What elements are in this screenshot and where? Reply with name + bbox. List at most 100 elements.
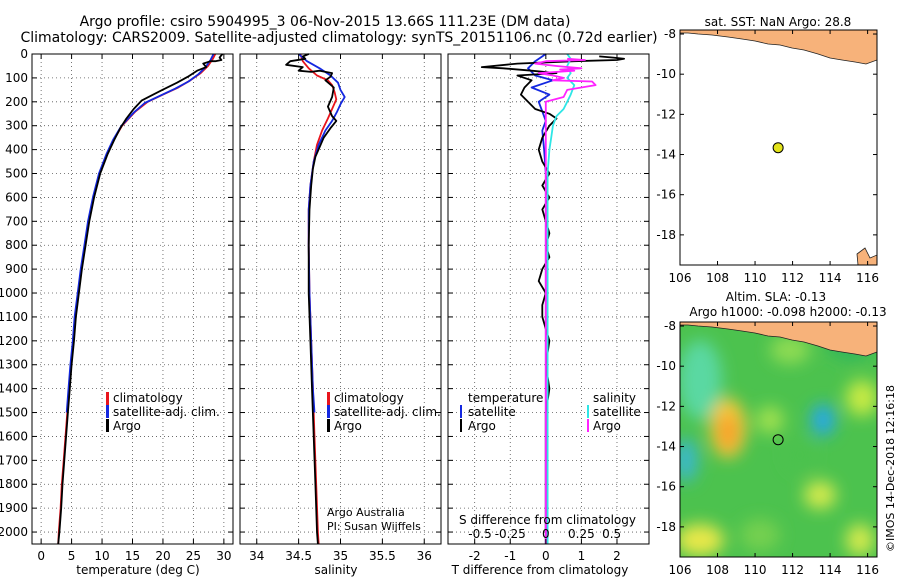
x-tick-label: 25 — [186, 549, 201, 563]
depth-tick-label: 1900 — [0, 501, 28, 515]
legend-label-satellite: satellite-adj. clim. — [334, 405, 441, 419]
legend-label-t-satellite: satellite — [468, 405, 516, 419]
legend-swatch-argo — [327, 419, 330, 432]
depth-tick-label: 1700 — [0, 453, 28, 467]
series-line-argo — [285, 53, 338, 545]
legend-heading-temperature: temperature — [468, 391, 543, 405]
x-tick-label: 30 — [216, 549, 231, 563]
s-difference-tick-label: 0.5 — [602, 527, 621, 541]
s-difference-title: S difference from climatology — [459, 513, 636, 527]
header-title-line1: Argo profile: csiro 5904995_3 06-Nov-201… — [80, 14, 571, 30]
sla-map-land — [680, 322, 877, 357]
x-tick-label: 34.5 — [285, 549, 312, 563]
x-tick-label: 36 — [417, 549, 432, 563]
sst-map-points — [772, 142, 784, 154]
depth-tick-label: 500 — [5, 167, 28, 181]
map-y-tick-label: -8 — [664, 27, 676, 41]
legend-swatch-climatology — [327, 392, 330, 405]
sla-map-frame — [679, 321, 878, 558]
legend-label-argo: Argo — [334, 419, 362, 433]
depth-tick-label: 1600 — [0, 429, 28, 443]
depth-tick-label: 200 — [5, 95, 28, 109]
map-x-tick-label: 112 — [781, 271, 804, 285]
x-tick-label: -2 — [469, 549, 481, 563]
legend-swatch-argo — [106, 419, 109, 432]
series-line-s-argo — [534, 57, 597, 544]
sla-map-ticks: 106 108 110 112 114 116 -8 -10 -12 -14 -16 -18 — [656, 319, 879, 577]
map-y-tick-label: -18 — [656, 520, 676, 534]
depth-tick-label: 1500 — [0, 406, 28, 420]
temperature-panel: 0 5 10 15 20 25 300100200300400500600700800900… — [0, 47, 234, 563]
legend-label-s-argo: Argo — [593, 419, 621, 433]
legend-label-satellite: satellite-adj. clim. — [113, 405, 220, 419]
map-x-tick-label: 112 — [781, 563, 804, 577]
x-tick-label: 35.5 — [369, 549, 396, 563]
legend-swatch-s-argo — [587, 419, 589, 432]
s-difference-tick-label: 0 — [542, 527, 550, 541]
sst-map-title: sat. SST: NaN Argo: 28.8 — [705, 15, 852, 29]
argo-location-marker — [772, 142, 784, 154]
sst-map-land-south — [856, 247, 877, 265]
temperature-legend: climatology satellite-adj. clim. Argo — [106, 391, 220, 433]
legend-swatch-satellite — [327, 405, 330, 418]
depth-tick-label: 1000 — [0, 286, 28, 300]
legend-label-argo: Argo — [113, 419, 141, 433]
watermark: ©IMOS 14-Dec-2018 12:16:18 — [884, 385, 897, 552]
depth-tick-label: 2000 — [0, 525, 28, 539]
map-y-tick-label: -8 — [664, 319, 676, 333]
depth-tick-label: 1100 — [0, 310, 28, 324]
depth-tick-label: 0 — [20, 47, 28, 61]
depth-tick-label: 1300 — [0, 358, 28, 372]
depth-tick-label: 600 — [5, 190, 28, 204]
sla-map-field — [680, 322, 877, 557]
legend-swatch-climatology — [106, 392, 109, 405]
map-x-tick-label: 116 — [856, 563, 879, 577]
x-tick-label: 0 — [37, 549, 45, 563]
series-line-argo — [57, 53, 224, 545]
difference-legend-salinity: salinity satellite Argo — [587, 391, 641, 433]
legend-heading-salinity: salinity — [593, 391, 636, 405]
map-y-tick-label: -16 — [656, 188, 676, 202]
header-title-line2: Climatology: CARS2009. Satellite-adjuste… — [20, 30, 657, 46]
credit-line2: PI: Susan Wijffels — [327, 520, 421, 533]
depth-tick-label: 900 — [5, 262, 28, 276]
sla-map-points — [772, 434, 784, 446]
map-y-tick-label: -18 — [656, 228, 676, 242]
difference-legend-temperature: temperature satellite Argo — [460, 391, 543, 433]
map-y-tick-label: -10 — [656, 67, 676, 81]
legend-label-s-satellite: satellite — [593, 405, 641, 419]
x-tick-label: 5 — [68, 549, 76, 563]
legend-swatch-s-satellite — [587, 405, 589, 418]
sst-map-land — [680, 30, 877, 65]
map-y-tick-label: -16 — [656, 480, 676, 494]
salinity-legend: climatology satellite-adj. clim. Argo — [327, 391, 441, 433]
depth-tick-label: 100 — [5, 71, 28, 85]
depth-tick-label: 400 — [5, 143, 28, 157]
x-tick-label: -1 — [504, 549, 516, 563]
map-x-tick-label: 114 — [819, 563, 842, 577]
map-x-tick-label: 110 — [744, 271, 767, 285]
series-line-s-satellite — [546, 53, 576, 544]
sst-map: sat. SST: NaN Argo: 28.8 106 108 110 112 114… — [656, 15, 879, 285]
temperature-xlabel: temperature (deg C) — [76, 563, 199, 577]
sla-map-title-line2: Argo h1000: -0.098 h2000: -0.13 — [689, 305, 886, 319]
x-tick-label: 1 — [578, 549, 586, 563]
x-tick-label: 20 — [155, 549, 170, 563]
difference-xlabel: T difference from climatology — [451, 563, 629, 577]
salinity-xlabel: salinity — [314, 563, 357, 577]
sla-map: Altim. SLA: -0.13 Argo h1000: -0.098 h20… — [656, 290, 886, 577]
depth-tick-label: 1800 — [0, 477, 28, 491]
legend-swatch-t-argo — [460, 419, 462, 432]
x-tick-label: 15 — [125, 549, 140, 563]
sst-map-frame — [679, 29, 878, 266]
map-y-tick-label: -12 — [656, 399, 676, 413]
legend-label-climatology: climatology — [113, 391, 183, 405]
argo-location-marker — [772, 434, 784, 446]
x-tick-label: 35 — [333, 549, 348, 563]
map-x-tick-label: 108 — [706, 271, 729, 285]
legend-swatch-satellite — [106, 405, 109, 418]
series-line-satellite-adj-clim- — [65, 53, 215, 413]
map-x-tick-label: 110 — [744, 563, 767, 577]
sla-map-title-line1: Altim. SLA: -0.13 — [726, 290, 826, 304]
legend-label-t-argo: Argo — [468, 419, 496, 433]
